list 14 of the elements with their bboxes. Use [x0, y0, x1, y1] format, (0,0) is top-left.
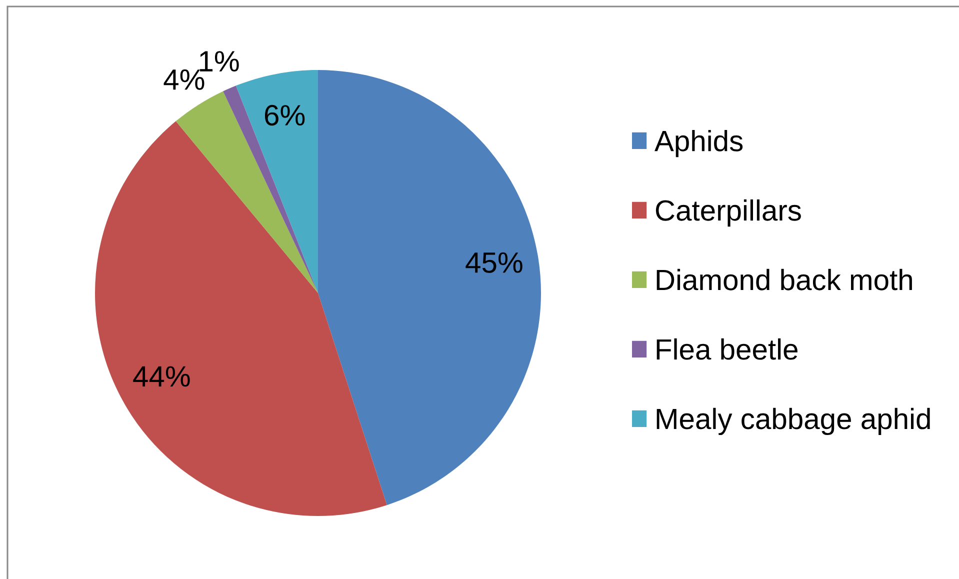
- pie-slice: [223, 86, 318, 293]
- data-label: 45%: [466, 252, 522, 273]
- legend-label: Mealy cabbage aphid: [656, 408, 930, 436]
- pie-slice: [318, 70, 541, 506]
- legend-label: Aphids: [654, 130, 743, 158]
- legend-label: Diamond back moth: [656, 268, 912, 290]
- pie-slice: [236, 70, 318, 293]
- data-label: 6%: [264, 104, 305, 126]
- pie-slice: [176, 91, 318, 293]
- legend-label: Caterpillars: [656, 199, 801, 227]
- data-label: 1%: [200, 51, 239, 72]
- data-label: 44%: [133, 366, 190, 387]
- legend-label: Flea beetle: [656, 338, 798, 360]
- data-label: 4%: [164, 69, 204, 90]
